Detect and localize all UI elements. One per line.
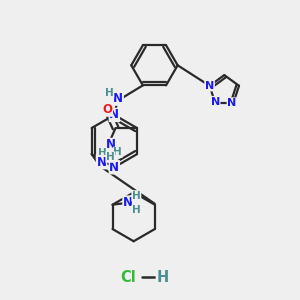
Text: N: N (106, 138, 116, 152)
Text: H: H (106, 152, 115, 162)
Text: H: H (113, 147, 122, 158)
Text: N: N (113, 92, 123, 105)
Text: N: N (123, 196, 133, 209)
Text: N: N (109, 108, 119, 122)
Text: H: H (105, 88, 114, 98)
Text: N: N (211, 97, 220, 106)
Text: N: N (205, 81, 214, 91)
Text: H: H (98, 148, 106, 158)
Text: N: N (227, 98, 236, 108)
Text: H: H (132, 205, 141, 215)
Text: H: H (156, 270, 169, 285)
Text: H: H (132, 191, 141, 201)
Text: N: N (109, 161, 119, 174)
Text: Cl: Cl (121, 270, 136, 285)
Text: O: O (102, 103, 112, 116)
Text: N: N (97, 156, 106, 169)
